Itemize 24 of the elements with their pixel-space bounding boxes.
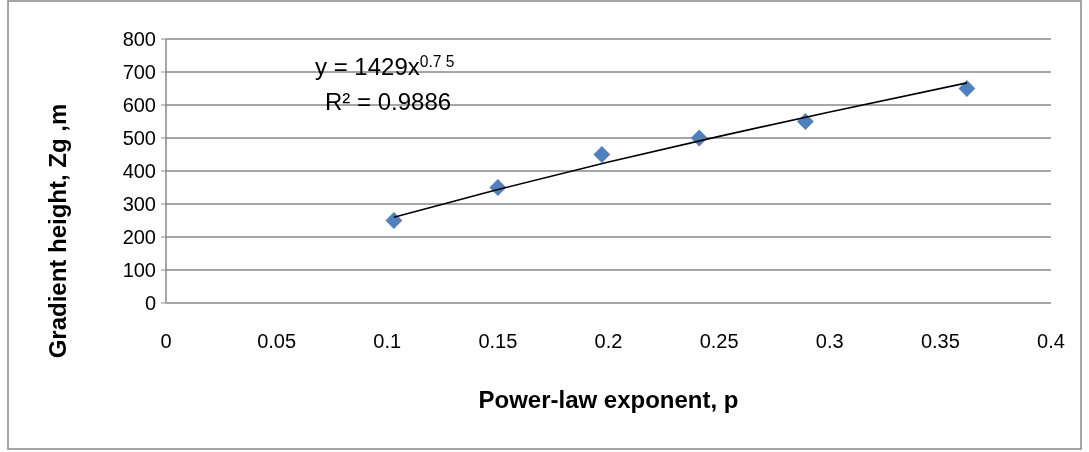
- point: [385, 212, 403, 229]
- y-tick-label: 0: [144, 292, 156, 314]
- y-tick-label: 700: [122, 61, 156, 83]
- x-tick-label: 0.3: [815, 330, 844, 352]
- annotation: y = 1429x$^{0.7 5}$: [315, 52, 455, 80]
- x-tick-label: 0.35: [920, 330, 960, 352]
- y-tick-label: 300: [122, 193, 156, 215]
- annotation: R² = 0.9886: [325, 88, 452, 115]
- x-tick-label: 0.2: [594, 330, 623, 352]
- x-axis-title: Power-law exponent, p: [478, 386, 739, 413]
- x-tick-label: 0: [160, 330, 172, 352]
- x-tick-label: 0.05: [257, 330, 297, 352]
- y-tick-label: 600: [122, 94, 156, 116]
- y-tick-label: 500: [122, 127, 156, 149]
- x-tick-label: 0.1: [373, 330, 402, 352]
- y-tick-label: 200: [122, 226, 156, 248]
- x-tick-label: 0.15: [478, 330, 518, 352]
- y-tick-label: 100: [122, 259, 156, 281]
- y-axis-title: Gradient height, Zg ,m: [44, 103, 71, 359]
- x-tick-label: 0.4: [1037, 330, 1065, 352]
- point: [593, 146, 611, 163]
- y-tick-label: 400: [122, 160, 156, 182]
- x-tick-label: 0.25: [699, 330, 739, 352]
- y-tick-label: 800: [122, 28, 156, 50]
